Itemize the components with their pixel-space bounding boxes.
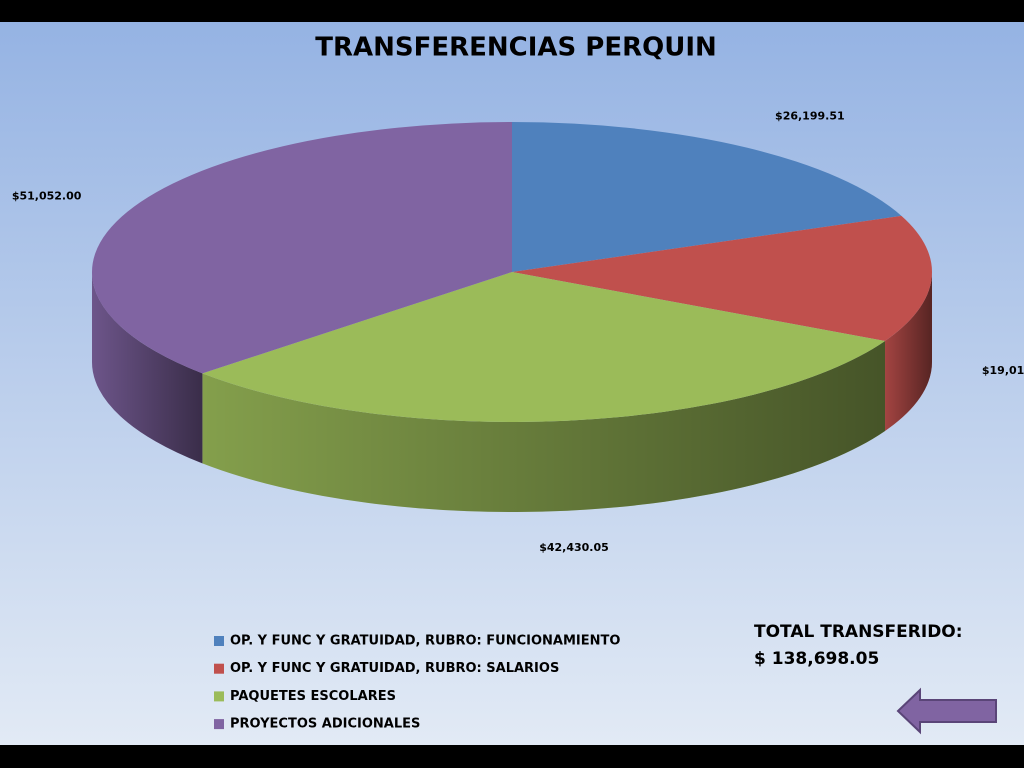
data-label: $19,016.49 bbox=[982, 364, 1024, 377]
legend-label: OP. Y FUNC Y GRATUIDAD, RUBRO: FUNCIONAM… bbox=[230, 634, 620, 649]
data-label: $26,199.51 bbox=[775, 110, 845, 123]
slice bbox=[512, 122, 902, 272]
slice-side-shade bbox=[202, 340, 886, 512]
slice bbox=[202, 272, 886, 423]
slice-side-shade bbox=[91, 272, 203, 464]
legend: OP. Y FUNC Y GRATUIDAD, RUBRO: FUNCIONAM… bbox=[214, 634, 620, 732]
pie: $26,199.51 $19,016.49 $42,430.05 $51,052.00 bbox=[12, 110, 1024, 554]
slice bbox=[512, 215, 932, 341]
chart-title: TRANSFERENCIAS PERQUIN bbox=[315, 33, 717, 63]
legend-swatch bbox=[214, 636, 224, 646]
slice bbox=[92, 121, 513, 374]
legend-swatch bbox=[214, 719, 224, 730]
legend-label: PAQUETES ESCOLARES bbox=[230, 689, 396, 704]
total-value: $ 138,698.05 bbox=[754, 649, 879, 669]
slice-side-shade bbox=[885, 272, 932, 431]
legend-label: OP. Y FUNC Y GRATUIDAD, RUBRO: SALARIOS bbox=[230, 661, 559, 676]
legend-label: PROYECTOS ADICIONALES bbox=[230, 717, 420, 732]
total-label: TOTAL TRANSFERIDO: bbox=[754, 622, 963, 642]
legend-swatch bbox=[214, 663, 224, 674]
data-label: $51,052.00 bbox=[12, 189, 82, 202]
back-arrow[interactable] bbox=[896, 687, 997, 735]
legend-swatch bbox=[214, 691, 224, 702]
data-label: $42,430.05 bbox=[539, 541, 609, 554]
